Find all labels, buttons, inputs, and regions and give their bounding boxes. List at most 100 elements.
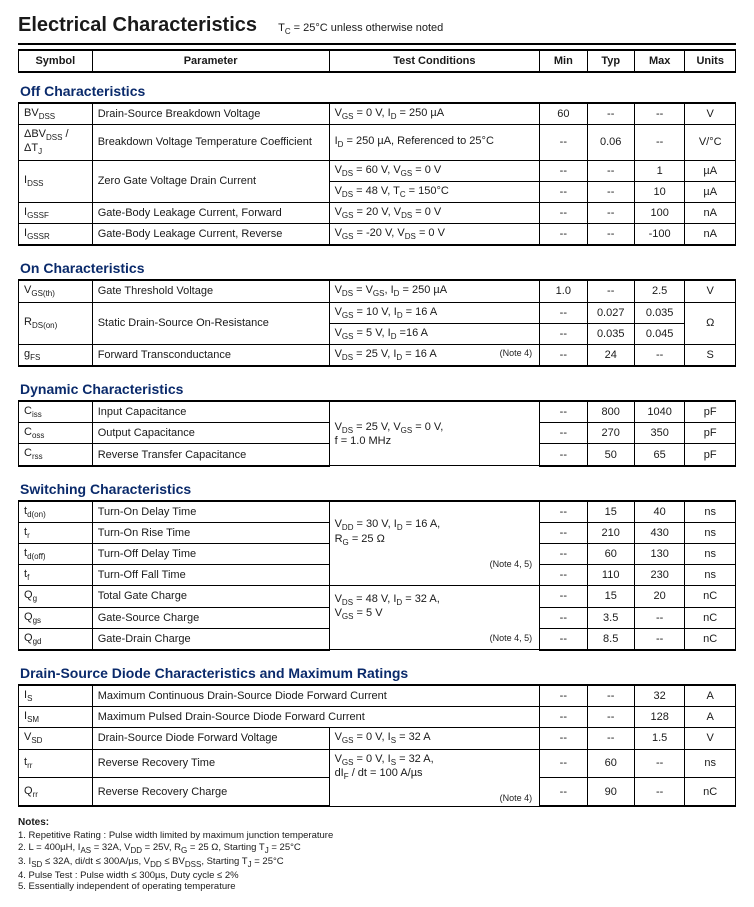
parameter-cell: Drain-Source Breakdown Voltage xyxy=(92,103,329,125)
units-cell: nC xyxy=(685,628,736,650)
conditions-cell: VGS = -20 V, VDS = 0 V xyxy=(329,224,540,246)
min-cell: -- xyxy=(540,444,587,466)
note-line: 4. Pulse Test : Pulse width ≤ 300µs, Dut… xyxy=(18,870,736,882)
parameter-cell: Forward Transconductance xyxy=(92,344,329,366)
units-cell: pF xyxy=(685,401,736,423)
table-row: ISMaximum Continuous Drain-Source Diode … xyxy=(19,685,736,707)
max-cell: 40 xyxy=(634,501,685,523)
table-row: ΔBVDSS / ΔTJBreakdown Voltage Temperatur… xyxy=(19,125,736,160)
min-cell: -- xyxy=(540,685,587,707)
table-row: BVDSSDrain-Source Breakdown VoltageVGS =… xyxy=(19,103,736,125)
conditions-cell: VGS = 5 V, ID =16 A xyxy=(329,323,540,344)
min-cell: -- xyxy=(540,565,587,586)
typ-cell: -- xyxy=(587,707,634,728)
units-cell: Ω xyxy=(685,302,736,344)
hdr-min: Min xyxy=(540,50,587,72)
conditions-cell: VDD = 30 V, ID = 16 A,RG = 25 Ω(Note 4, … xyxy=(329,501,540,586)
parameter-cell: Maximum Continuous Drain-Source Diode Fo… xyxy=(92,685,539,707)
symbol-cell: BVDSS xyxy=(19,103,93,125)
symbol-cell: RDS(on) xyxy=(19,302,93,344)
min-cell: -- xyxy=(540,202,587,223)
symbol-cell: Coss xyxy=(19,423,93,444)
hdr-symbol: Symbol xyxy=(19,50,93,72)
symbol-cell: IDSS xyxy=(19,160,93,202)
min-cell: -- xyxy=(540,777,587,806)
parameter-cell: Turn-On Delay Time xyxy=(92,501,329,523)
min-cell: -- xyxy=(540,423,587,444)
min-cell: -- xyxy=(540,707,587,728)
min-cell: -- xyxy=(540,344,587,366)
units-cell: A xyxy=(685,685,736,707)
parameter-cell: Gate-Body Leakage Current, Reverse xyxy=(92,224,329,246)
page-title: Electrical Characteristics xyxy=(18,14,257,37)
units-cell: V xyxy=(685,280,736,302)
parameter-cell: Breakdown Voltage Temperature Coefficien… xyxy=(92,125,329,160)
max-cell: -- xyxy=(634,607,685,628)
table-row: IGSSFGate-Body Leakage Current, ForwardV… xyxy=(19,202,736,223)
parameter-cell: Gate-Drain Charge xyxy=(92,628,329,650)
max-cell: 10 xyxy=(634,181,685,202)
table-row: td(on)Turn-On Delay TimeVDD = 30 V, ID =… xyxy=(19,501,736,523)
max-cell: 2.5 xyxy=(634,280,685,302)
typ-cell: 24 xyxy=(587,344,634,366)
hdr-parameter: Parameter xyxy=(92,50,329,72)
typ-cell: 60 xyxy=(587,544,634,565)
units-cell: S xyxy=(685,344,736,366)
symbol-cell: ΔBVDSS / ΔTJ xyxy=(19,125,93,160)
typ-cell: 110 xyxy=(587,565,634,586)
table-row: IDSSZero Gate Voltage Drain CurrentVDS =… xyxy=(19,160,736,181)
symbol-cell: IGSSF xyxy=(19,202,93,223)
parameter-cell: Maximum Pulsed Drain-Source Diode Forwar… xyxy=(92,707,539,728)
typ-cell: -- xyxy=(587,224,634,246)
symbol-cell: Qg xyxy=(19,586,93,607)
max-cell: 100 xyxy=(634,202,685,223)
symbol-cell: Qgd xyxy=(19,628,93,650)
section-table: ISMaximum Continuous Drain-Source Diode … xyxy=(18,684,736,807)
units-cell: pF xyxy=(685,444,736,466)
units-cell: ns xyxy=(685,749,736,777)
parameter-cell: Reverse Recovery Time xyxy=(92,749,329,777)
units-cell: µA xyxy=(685,160,736,181)
header-row: Symbol Parameter Test Conditions Min Typ… xyxy=(19,50,736,72)
typ-cell: 270 xyxy=(587,423,634,444)
conditions-cell: VGS = 0 V, IS = 32 A,dIF / dt = 100 A/µs… xyxy=(329,749,540,806)
symbol-cell: Crss xyxy=(19,444,93,466)
units-cell: ns xyxy=(685,522,736,543)
units-cell: A xyxy=(685,707,736,728)
symbol-cell: td(off) xyxy=(19,544,93,565)
symbol-cell: VSD xyxy=(19,728,93,749)
typ-cell: -- xyxy=(587,160,634,181)
parameter-cell: Gate-Body Leakage Current, Forward xyxy=(92,202,329,223)
typ-cell: -- xyxy=(587,685,634,707)
conditions-cell: VDS = VGS, ID = 250 µA xyxy=(329,280,540,302)
typ-cell: -- xyxy=(587,728,634,749)
units-cell: nC xyxy=(685,607,736,628)
conditions-cell: ID = 250 µA, Referenced to 25°C xyxy=(329,125,540,160)
conditions-cell: VDS = 60 V, VGS = 0 V xyxy=(329,160,540,181)
conditions-cell: VDS = 25 V, ID = 16 A (Note 4) xyxy=(329,344,540,366)
symbol-cell: trr xyxy=(19,749,93,777)
typ-cell: 0.06 xyxy=(587,125,634,160)
section-table: td(on)Turn-On Delay TimeVDD = 30 V, ID =… xyxy=(18,500,736,651)
min-cell: 60 xyxy=(540,103,587,125)
max-cell: 0.035 xyxy=(634,302,685,323)
units-cell: ns xyxy=(685,501,736,523)
typ-cell: 60 xyxy=(587,749,634,777)
conditions-cell: VDS = 25 V, VGS = 0 V,f = 1.0 MHz xyxy=(329,401,540,466)
typ-cell: -- xyxy=(587,103,634,125)
table-row: trrReverse Recovery TimeVGS = 0 V, IS = … xyxy=(19,749,736,777)
max-cell: -100 xyxy=(634,224,685,246)
typ-cell: 90 xyxy=(587,777,634,806)
typ-cell: -- xyxy=(587,202,634,223)
sections-container: Off CharacteristicsBVDSSDrain-Source Bre… xyxy=(18,83,736,807)
parameter-cell: Static Drain-Source On-Resistance xyxy=(92,302,329,344)
title-rule xyxy=(18,43,736,45)
hdr-conditions: Test Conditions xyxy=(329,50,540,72)
min-cell: -- xyxy=(540,522,587,543)
symbol-cell: tr xyxy=(19,522,93,543)
parameter-cell: Input Capacitance xyxy=(92,401,329,423)
table-row: VSDDrain-Source Diode Forward VoltageVGS… xyxy=(19,728,736,749)
conditions-cell: VDS = 48 V, TC = 150°C xyxy=(329,181,540,202)
notes-title: Notes: xyxy=(18,817,49,828)
max-cell: -- xyxy=(634,777,685,806)
